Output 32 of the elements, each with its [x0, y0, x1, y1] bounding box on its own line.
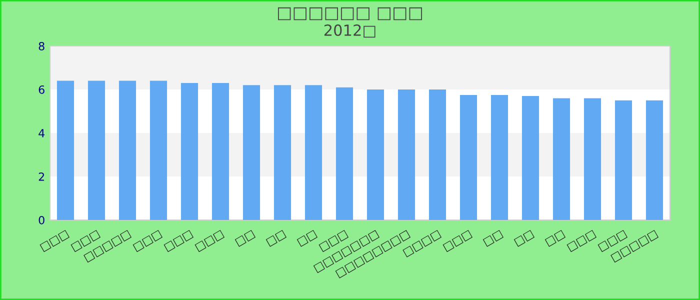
chart-title: □□□□□□ □□□ [278, 7, 422, 20]
bar [150, 80, 168, 220]
x-tick-label: □□ [514, 230, 535, 247]
bar [460, 94, 478, 220]
y-tick-label: 2 [38, 172, 44, 181]
bar [490, 94, 508, 220]
bar [366, 90, 384, 220]
bar [242, 85, 260, 220]
y-tick-label: 0 [38, 216, 44, 224]
chart-subtitle: 2012□ [324, 24, 376, 38]
bar [614, 100, 632, 220]
bar [56, 80, 74, 220]
x-tick-label: □□ [266, 230, 287, 247]
bar [118, 80, 136, 220]
x-tick-label: □□ [482, 230, 504, 247]
bar [274, 85, 292, 220]
bar [522, 96, 540, 220]
bar [88, 80, 106, 220]
bar [336, 87, 354, 220]
bar [584, 98, 602, 220]
y-tick-label: 8 [38, 42, 44, 50]
bar [428, 90, 446, 220]
bar [398, 90, 416, 220]
y-tick-label: 4 [38, 129, 45, 138]
x-tick-label: □□ [544, 230, 566, 247]
bar [646, 100, 664, 220]
x-tick-label: □□ [234, 230, 256, 247]
bar [552, 98, 570, 220]
bar [212, 82, 230, 220]
bar [180, 82, 198, 220]
y-tick-label: 6 [38, 85, 44, 94]
bar [304, 85, 322, 220]
